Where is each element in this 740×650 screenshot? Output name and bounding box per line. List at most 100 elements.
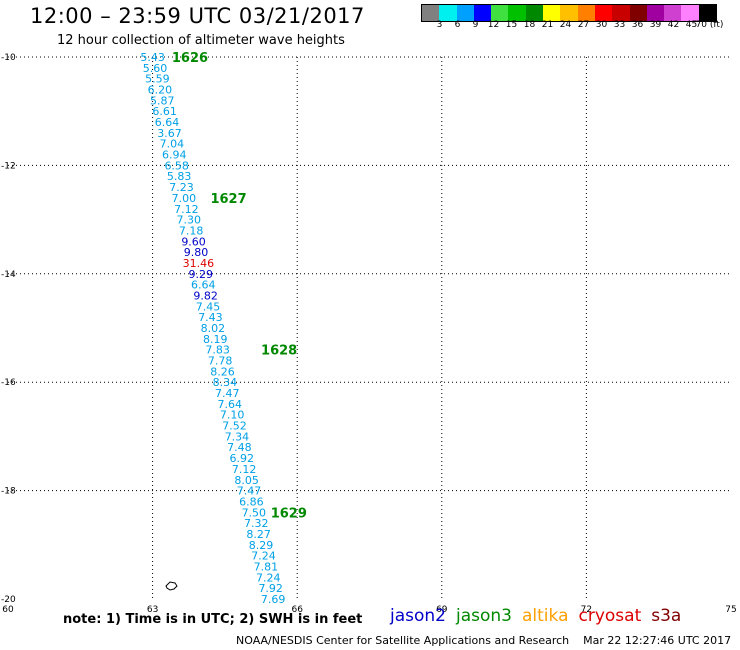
wave-height-reading: 6.86 (239, 495, 264, 508)
credit-text: NOAA/NESDIS Center for Satellite Applica… (236, 634, 570, 647)
color-scale-label: 39 (649, 20, 662, 30)
color-swatch (525, 5, 544, 21)
color-scale-label: 42 (667, 20, 680, 30)
time-labels: 1626 1627 1628 1629 (172, 51, 307, 521)
color-swatch (456, 5, 474, 21)
color-scale-label: 27 (577, 20, 590, 30)
longitude-tick-label: 75 (725, 605, 736, 615)
color-scale-label: 18 (523, 20, 536, 30)
color-swatch (422, 5, 440, 21)
color-scale-label: 15 (505, 20, 518, 30)
wave-height-reading: 3.67 (157, 127, 182, 140)
color-swatch (629, 5, 647, 21)
wave-height-reading: 7.10 (220, 409, 245, 422)
wave-height-reading: 7.12 (232, 463, 257, 476)
wave-height-reading: 6.92 (230, 452, 255, 465)
longitude-tick-label: 63 (147, 605, 158, 615)
satellite-legend-item: jason2 (390, 606, 446, 626)
wave-height-reading: 7.04 (160, 138, 185, 151)
pass-time-label: 1628 (261, 344, 297, 359)
color-scale-label: 30 (595, 20, 608, 30)
wave-height-reading: 7.12 (174, 203, 199, 216)
wave-height-reading: 7.47 (237, 485, 262, 498)
color-scale-label: 3 (436, 20, 443, 30)
color-scale-label: 36 (631, 20, 644, 30)
axis-ticks: 60 63 66 69 72 75 -10 -12 -14 -16 -18 -20 (1, 53, 737, 615)
satellite-legend: jason2 jason3 altika cryosat s3a (390, 606, 691, 626)
wave-height-reading: 7.23 (169, 181, 194, 194)
wave-height-reading: 7.69 (261, 593, 286, 606)
wave-height-reading: 7.30 (177, 214, 202, 227)
color-swatch (543, 5, 561, 21)
wave-height-reading: 7.47 (215, 387, 240, 400)
satellite-legend-item: s3a (651, 606, 682, 626)
color-swatch (646, 5, 665, 21)
color-scale-label: 6 (454, 20, 461, 30)
wave-height-reading: 6.61 (152, 105, 177, 118)
satellite-legend-item: altika (522, 606, 569, 626)
wave-height-reading: 7.34 (225, 430, 250, 443)
page-title: 12:00 – 23:59 UTC 03/21/2017 (30, 4, 365, 28)
color-swatch (473, 5, 492, 21)
color-swatch (698, 5, 717, 21)
longitude-tick-label: 69 (436, 605, 448, 615)
wave-height-reading: 9.82 (193, 289, 218, 302)
color-swatch (560, 5, 578, 21)
page-subtitle: 12 hour collection of altimeter wave hei… (57, 33, 345, 48)
wave-height-reading: 7.24 (256, 571, 281, 584)
longitude-tick-label: 60 (2, 605, 14, 615)
color-swatch (664, 5, 682, 21)
wave-height-reading: 31.46 (183, 257, 215, 270)
color-swatch (439, 5, 457, 21)
latitude-tick-label: -20 (1, 595, 16, 605)
color-swatch (612, 5, 630, 21)
latitude-tick-label: -12 (1, 161, 16, 171)
wave-height-reading: 6.20 (148, 84, 173, 97)
wave-height-reading: 6.94 (162, 149, 187, 162)
wave-height-reading: 7.45 (196, 300, 221, 313)
latitude-tick-label: -10 (1, 53, 16, 63)
wave-height-reading: 7.83 (205, 344, 230, 357)
longitude-tick-label: 72 (581, 605, 592, 615)
wave-height-reading: 6.58 (164, 159, 189, 172)
pass-time-label: 1629 (271, 506, 307, 521)
satellite-legend-item: jason3 (456, 606, 512, 626)
island-coastline (165, 581, 178, 591)
wave-height-reading: 8.29 (249, 539, 274, 552)
wave-height-reading: 9.60 (181, 235, 206, 248)
color-swatch (577, 5, 595, 21)
pass-time-label: 1627 (210, 192, 246, 207)
color-scale-label: 21 (541, 20, 554, 30)
timestamp: Mar 22 12:27:46 UTC 2017 (583, 634, 732, 647)
satellite-legend-item: cryosat (578, 606, 642, 626)
latitude-tick-label: -14 (1, 270, 16, 280)
wave-height-reading: 5.59 (145, 73, 170, 86)
color-scale-label: 33 (613, 20, 626, 30)
color-scale-bar (421, 4, 718, 22)
wave-height-reading: 7.48 (227, 441, 252, 454)
longitude-tick-label: 66 (291, 605, 303, 615)
wave-height-reading: 5.43 (140, 51, 165, 64)
wave-height-reading: 5.83 (167, 170, 192, 183)
wave-height-reading: 7.18 (179, 224, 204, 237)
wave-height-reading: 7.43 (198, 311, 223, 324)
wave-height-reading: 8.19 (203, 333, 228, 346)
pass-time-label: 1626 (172, 51, 208, 66)
wave-height-reading: 8.26 (210, 365, 235, 378)
wave-height-reading: 7.52 (222, 420, 247, 433)
latitude-tick-label: -16 (1, 378, 16, 388)
wave-height-reading: 8.05 (234, 474, 259, 487)
wave-height-reading: 9.80 (184, 246, 209, 259)
wave-height-reading: 8.27 (246, 528, 271, 541)
wave-height-reading: 5.60 (143, 62, 168, 75)
wave-height-reading: 7.24 (251, 550, 276, 563)
wave-height-reading: 6.64 (155, 116, 180, 129)
color-scale-label: 45 (685, 20, 698, 30)
color-scale-labels: 3 6 9 12 15 18 21 24 27 30 33 36 39 42 45 70 (ft) (421, 20, 740, 34)
color-swatch (681, 5, 699, 21)
wave-height-reading: 7.32 (244, 517, 269, 530)
color-swatch (594, 5, 613, 21)
wave-height-reading: 7.50 (242, 506, 267, 519)
note-text: note: 1) Time is in UTC; 2) SWH is in fe… (63, 612, 363, 627)
